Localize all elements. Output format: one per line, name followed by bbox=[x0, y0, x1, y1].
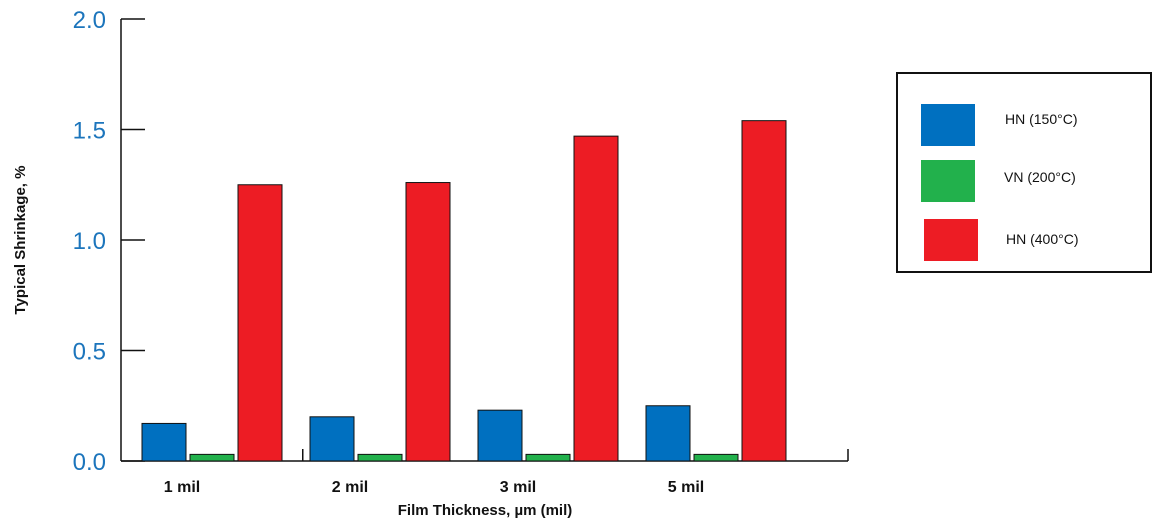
y-ticks: 0.0 0.5 1.0 1.5 2.0 bbox=[73, 7, 145, 476]
bars bbox=[141, 120, 787, 462]
bar bbox=[141, 422, 187, 462]
x-axis-title: Film Thickness, µm (mil) bbox=[398, 502, 573, 519]
legend-label-hn-150: HN (150°C) bbox=[1005, 111, 1078, 127]
bar bbox=[645, 405, 691, 462]
bar bbox=[309, 416, 355, 462]
bar bbox=[477, 409, 523, 462]
axes bbox=[120, 19, 848, 462]
bar bbox=[357, 453, 403, 462]
x-tick-label: 3 mil bbox=[500, 479, 536, 496]
y-tick-label: 0.0 bbox=[73, 449, 106, 476]
legend-swatch-hn-400 bbox=[924, 219, 978, 261]
y-tick-label: 1.0 bbox=[73, 228, 106, 255]
bar bbox=[525, 453, 571, 462]
y-tick-label: 1.5 bbox=[73, 118, 106, 145]
bar bbox=[189, 453, 235, 462]
legend-swatch-vn-200 bbox=[921, 160, 975, 202]
y-axis-title: Typical Shrinkage, % bbox=[12, 166, 29, 315]
x-tick-label: 2 mil bbox=[332, 479, 368, 496]
bar bbox=[693, 453, 739, 462]
bar bbox=[405, 182, 451, 462]
x-tick-label: 5 mil bbox=[668, 479, 704, 496]
legend-swatch-hn-150 bbox=[921, 104, 975, 146]
bar bbox=[741, 120, 787, 462]
y-tick-label: 2.0 bbox=[73, 7, 106, 34]
legend-label-hn-400: HN (400°C) bbox=[1006, 231, 1079, 247]
bar bbox=[237, 184, 283, 462]
y-tick-label: 0.5 bbox=[73, 339, 106, 366]
bar bbox=[573, 135, 619, 462]
legend: HN (150°C) VN (200°C) HN (400°C) bbox=[896, 72, 1152, 273]
legend-label-vn-200: VN (200°C) bbox=[1004, 169, 1076, 185]
x-tick-label: 1 mil bbox=[164, 479, 200, 496]
